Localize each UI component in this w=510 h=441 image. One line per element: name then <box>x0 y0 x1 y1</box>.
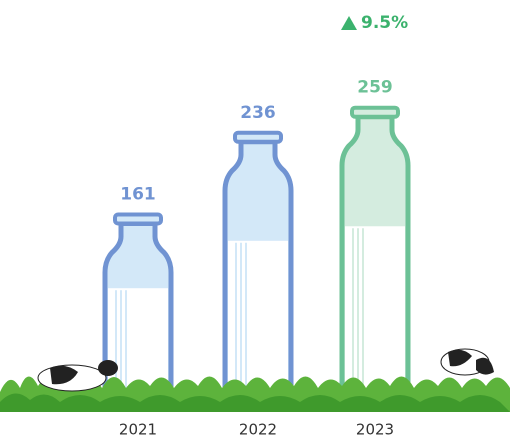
bottle <box>222 130 294 393</box>
milk <box>108 288 168 390</box>
annotation-text: 9.5% <box>361 13 408 33</box>
bottle-cap <box>233 130 283 144</box>
milk <box>228 240 288 390</box>
up-arrow <box>341 16 357 30</box>
x-tick-label: 2021 <box>119 421 157 439</box>
value-label: 161 <box>120 185 156 205</box>
bottles: 161 2021 236 2022 259 2023 <box>102 78 411 439</box>
value-label: 259 <box>357 78 393 98</box>
bottle <box>339 105 411 393</box>
x-tick-label: 2022 <box>239 421 277 439</box>
cow-left <box>37 360 118 392</box>
bottle-cap <box>350 105 400 119</box>
value-label: 236 <box>240 103 276 123</box>
x-tick-label: 2023 <box>356 421 394 439</box>
cow-right <box>440 348 494 376</box>
milk <box>345 226 405 390</box>
bottle-cap <box>113 212 163 226</box>
annotation: 9.5% <box>341 13 408 33</box>
grass <box>0 376 510 412</box>
